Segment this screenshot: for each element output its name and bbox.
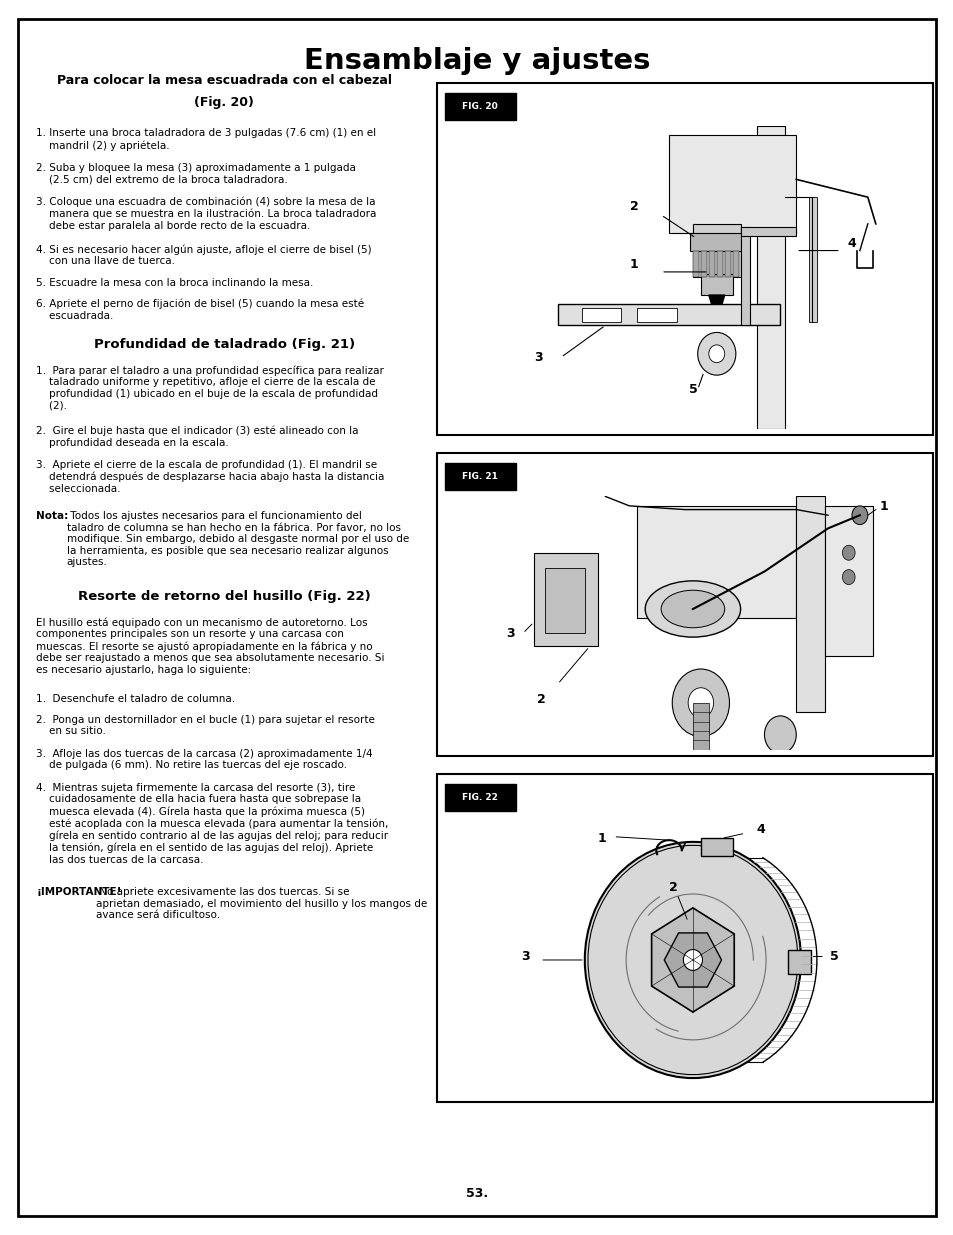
Text: (Fig. 20): (Fig. 20): [194, 96, 253, 110]
Polygon shape: [651, 908, 734, 1013]
Circle shape: [697, 332, 735, 375]
Text: 3: 3: [505, 627, 514, 640]
Bar: [700, 251, 706, 278]
Bar: [692, 703, 708, 750]
Bar: [740, 227, 796, 236]
Text: 3: 3: [534, 351, 542, 364]
Bar: [692, 251, 699, 278]
Bar: [708, 251, 715, 278]
Bar: [444, 463, 516, 490]
Text: No apriete excesivamente las dos tuercas. Si se
aprietan demasiado, el movimient: No apriete excesivamente las dos tuercas…: [96, 887, 427, 920]
Bar: [558, 304, 780, 325]
Bar: [436, 774, 932, 1102]
Text: 3. Coloque una escuadra de combinación (4) sobre la mesa de la
    manera que se: 3. Coloque una escuadra de combinación (…: [36, 196, 376, 231]
Ellipse shape: [660, 590, 724, 627]
Circle shape: [672, 669, 729, 736]
Ellipse shape: [584, 842, 801, 1078]
Text: 1.  Desenchufe el taladro de columna.: 1. Desenchufe el taladro de columna.: [36, 694, 235, 704]
Bar: [756, 126, 784, 429]
Bar: [724, 251, 730, 278]
Text: 5: 5: [829, 950, 838, 963]
Text: 1.  Para parar el taladro a una profundidad específica para realizar
    taladra: 1. Para parar el taladro a una profundid…: [36, 366, 384, 410]
Text: 6. Apriete el perno de fijación de bisel (5) cuando la mesa esté
    escuadrada.: 6. Apriete el perno de fijación de bisel…: [36, 299, 364, 321]
Text: ¡IMPORTANTE!: ¡IMPORTANTE!: [36, 887, 122, 897]
Ellipse shape: [644, 580, 740, 637]
Text: 1: 1: [629, 258, 638, 272]
Text: 2. Suba y bloquee la mesa (3) aproximadamente a 1 pulgada
    (2.5 cm) del extre: 2. Suba y bloquee la mesa (3) aproximada…: [36, 163, 355, 184]
Text: 53.: 53.: [465, 1187, 488, 1200]
Bar: [692, 224, 740, 278]
Text: 1: 1: [879, 500, 887, 513]
Bar: [796, 496, 824, 713]
Bar: [732, 251, 739, 278]
Text: 3: 3: [520, 950, 529, 963]
Bar: [700, 274, 732, 295]
Bar: [808, 198, 816, 322]
Text: 2.  Ponga un destornillador en el bucle (1) para sujetar el resorte
    en su si: 2. Ponga un destornillador en el bucle (…: [36, 715, 375, 736]
Circle shape: [708, 345, 724, 363]
Bar: [444, 93, 516, 120]
Bar: [436, 83, 932, 435]
Text: El husillo está equipado con un mecanismo de autoretorno. Los
componentes princi: El husillo está equipado con un mecanism…: [36, 618, 384, 674]
Text: Profundidad de taladrado (Fig. 21): Profundidad de taladrado (Fig. 21): [93, 338, 355, 351]
Text: 2: 2: [629, 200, 638, 212]
Bar: [637, 308, 677, 322]
Bar: [740, 227, 749, 325]
Bar: [824, 506, 872, 656]
Text: 5. Escuadre la mesa con la broca inclinando la mesa.: 5. Escuadre la mesa con la broca inclina…: [36, 278, 314, 288]
Text: 4: 4: [756, 824, 764, 836]
Text: 1. Inserte una broca taladradora de 3 pulgadas (7.6 cm) (1) en el
    mandril (2: 1. Inserte una broca taladradora de 3 pu…: [36, 128, 376, 151]
Text: Resorte de retorno del husillo (Fig. 22): Resorte de retorno del husillo (Fig. 22): [78, 590, 370, 603]
Polygon shape: [708, 295, 724, 322]
Text: 5: 5: [688, 383, 697, 396]
Text: 4: 4: [846, 237, 856, 249]
Polygon shape: [663, 932, 720, 987]
Text: 4. Si es necesario hacer algún ajuste, afloje el cierre de bisel (5)
    con una: 4. Si es necesario hacer algún ajuste, a…: [36, 245, 372, 266]
Bar: [716, 251, 722, 278]
Circle shape: [841, 569, 854, 584]
Text: FIG. 20: FIG. 20: [462, 101, 497, 111]
Bar: [436, 453, 932, 756]
Bar: [668, 135, 796, 232]
Bar: [689, 232, 744, 251]
Text: Todos los ajustes necesarios para el funcionamiento del
taladro de columna se ha: Todos los ajustes necesarios para el fun…: [67, 511, 409, 567]
Bar: [544, 568, 584, 634]
Circle shape: [682, 950, 701, 971]
Text: 2.  Gire el buje hasta que el indicador (3) esté alineado con la
    profundidad: 2. Gire el buje hasta que el indicador (…: [36, 426, 358, 448]
Text: 2: 2: [668, 881, 678, 893]
Bar: [581, 308, 620, 322]
Circle shape: [763, 716, 796, 753]
Bar: [637, 506, 796, 619]
Text: 3.  Apriete el cierre de la escala de profundidad (1). El mandril se
    detendr: 3. Apriete el cierre de la escala de pro…: [36, 459, 384, 494]
Bar: [700, 839, 732, 856]
Text: FIG. 22: FIG. 22: [462, 793, 497, 803]
Text: Para colocar la mesa escuadrada con el cabezal: Para colocar la mesa escuadrada con el c…: [56, 74, 392, 88]
Text: 3.  Afloje las dos tuercas de la carcasa (2) aproximadamente 1/4
    de pulgada : 3. Afloje las dos tuercas de la carcasa …: [36, 748, 373, 771]
Circle shape: [851, 506, 867, 525]
Circle shape: [687, 688, 713, 718]
Text: Nota:: Nota:: [36, 511, 69, 521]
Bar: [444, 784, 516, 811]
Text: 2: 2: [537, 693, 546, 705]
Text: Ensamblaje y ajustes: Ensamblaje y ajustes: [303, 47, 650, 75]
Text: FIG. 21: FIG. 21: [462, 472, 497, 482]
Text: 1: 1: [597, 832, 606, 845]
Bar: [787, 950, 810, 974]
Circle shape: [841, 545, 854, 561]
Text: 4.  Mientras sujeta firmemente la carcasa del resorte (3), tire
    cuidadosamen: 4. Mientras sujeta firmemente la carcasa…: [36, 783, 388, 864]
Bar: [534, 553, 597, 646]
